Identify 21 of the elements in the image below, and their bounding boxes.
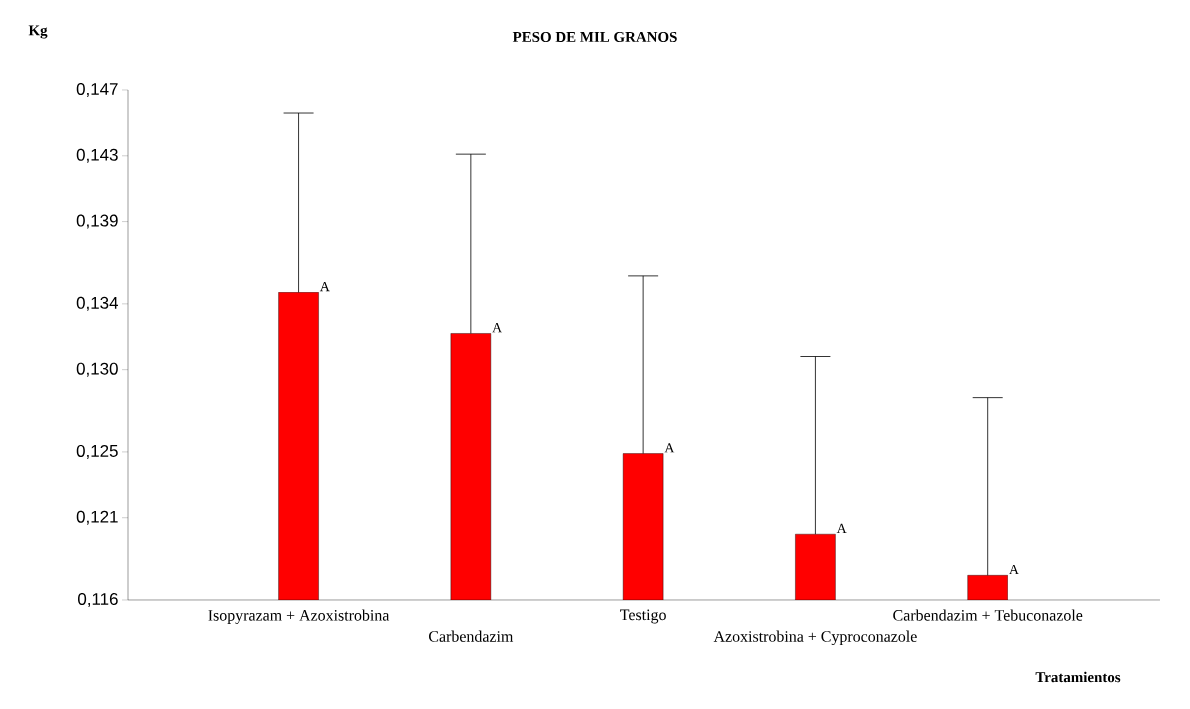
y-tick-label: 0,130 <box>76 362 118 377</box>
y-tick-label: 0,125 <box>76 444 118 459</box>
y-tick-label: 0,143 <box>76 148 118 163</box>
y-tick-label: 0,139 <box>76 214 118 229</box>
y-tick-label: 0,116 <box>78 592 118 607</box>
x-tick-label: Carbendazim <box>429 630 514 642</box>
x-axis-title: Tratamientos <box>1035 671 1121 683</box>
data-label: A <box>664 443 675 453</box>
y-tick-label: 0,134 <box>76 296 118 311</box>
data-label: A <box>492 323 503 333</box>
x-tick-label: Isopyrazam + Azoxistrobina <box>208 609 390 624</box>
chart-title: PESO DE MIL GRANOS <box>512 31 677 42</box>
x-tick-label: Azoxistrobina + Cyproconazole <box>713 630 917 646</box>
data-label: A <box>836 523 847 533</box>
y-tick-label: 0,121 <box>76 510 118 525</box>
y-axis-title: Kg <box>28 25 48 39</box>
x-tick-label: Carbendazim + Tebuconazole <box>893 609 1083 621</box>
data-label: A <box>319 281 330 292</box>
x-tick-label: Testigo <box>620 609 666 624</box>
y-tick-label: 0,147 <box>76 82 118 97</box>
data-label: A <box>1009 564 1019 575</box>
